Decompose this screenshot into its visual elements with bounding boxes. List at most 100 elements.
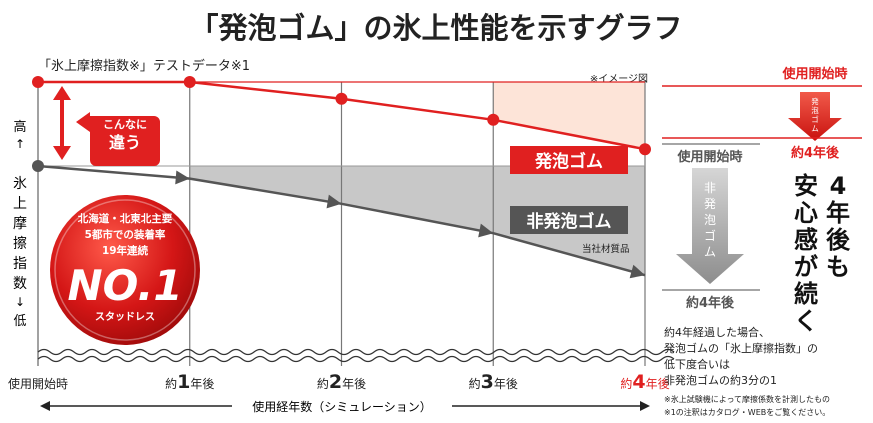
x-tick-suffix: 使用開始時 [8,376,68,391]
summary-text: 約4年経過した場合、 発泡ゴムの「氷上摩擦指数」の 低下度合いは 非発泡ゴムの約… [664,325,830,417]
non-foam-label-box [510,206,628,234]
gray-down-arrow [676,168,744,284]
relief-char: 安 [794,172,818,200]
chart-subtitle: 「氷上摩擦指数※」テストデータ※1 [38,58,250,74]
diff-note-line2: こんなに [103,118,147,131]
gray-arrow-char3: 泡 [704,213,716,227]
y-down-arrow: ↓ [15,295,25,309]
badge-sub: スタッドレス [95,311,155,323]
relief-char: 心 [794,199,818,227]
badge-circle [50,195,200,345]
fill-areas [189,82,645,276]
relief-column: 安心感が続く [794,172,818,335]
non-foam-point-arrow [478,223,494,238]
right-red-bottom-label: 約4年後 [791,145,840,161]
x-tick-label: 約3年後 [469,371,518,393]
y-axis-title: 氷上摩擦指数 [13,176,27,292]
foam-label-box [510,146,628,174]
badge-line1: 北海道・北東北主要 [78,212,173,225]
gray-decline-area [189,166,645,276]
red-down-arrow [788,92,842,141]
pink-decline-area [493,82,645,150]
summary-line3: 低下度合いは [664,357,730,371]
foam-point [487,113,500,126]
relief-char: 感 [794,226,818,254]
y-low-label: 低 [13,314,26,329]
summary-line2: 発泡ゴムの「氷上摩擦指数」の [664,341,818,355]
relief-char: 後 [826,226,851,254]
red-arrow-char1: 発 [811,97,819,106]
y-title-char: 擦 [13,235,27,252]
non-foam-label: 非発泡ゴム 当社材質品 [510,206,630,255]
right-non-foam-block: 使用開始時 非 発 泡 ゴ ム 約4年後 [662,143,760,311]
non-foam-point-arrow [629,264,645,279]
x-tick-label: 約4年後 [620,371,669,393]
diff-note-line1: 始めから [103,102,147,116]
relief-char: も [826,253,850,281]
right-gray-bottom-label: 約4年後 [686,295,735,311]
non-foam-point-arrow [175,170,190,185]
x-tick-suffix: 年後 [342,377,366,391]
relief-column: 4 年後も [826,172,851,281]
y-title-char: 上 [13,196,27,212]
footnote-1: ※氷上試験機によって摩擦係数を計測したもの [664,394,830,404]
gray-arrow-char1: 非 [704,181,716,195]
foam-point [183,76,196,88]
x-tick-labels: 使用開始時 約1年後 約2年後 約3年後 約4年後 [8,371,670,393]
badge-line2: 5都市での装着率 [85,228,166,241]
x-tick-suffix: 年後 [494,377,518,391]
y-up-arrow: ↑ [15,137,25,151]
red-arrow-char4: ム [811,124,819,133]
red-arrow-char3: ゴ [811,114,819,124]
summary-line4: 非発泡ゴムの約3分の1 [664,373,777,387]
gray-arrow-char2: 発 [704,197,716,211]
x-tick-number: 1 [177,371,190,393]
x-tick-prefix: 約 [317,376,329,391]
y-title-char: 摩 [13,215,27,232]
relief-char: 4 [830,172,847,200]
axis-break [37,348,675,363]
y-high-label: 高 [13,119,26,135]
x-tick-number: 3 [481,371,494,393]
x-tick-label: 使用開始時 [8,376,68,391]
badge-no1: NO.1 [67,261,182,310]
badge-line3: 19年連続 [102,244,149,257]
non-foam-point-arrow [326,194,342,209]
x-tick-prefix: 約 [165,376,177,391]
x-tick-label: 約2年後 [317,371,366,393]
relief-char: く [794,307,818,335]
foam-label: 発泡ゴム [510,146,628,174]
foam-point [639,143,651,156]
foam-point [335,92,348,105]
relief-char: 続 [794,280,818,308]
x-axis-title: 使用経年数（シミュレーション） [252,399,432,414]
difference-annotation: 始めから こんなに 違う [53,86,160,166]
right-foam-block: 使用開始時 発 泡 ゴ ム 約4年後 [662,66,862,161]
red-arrow-char2: 泡 [811,105,819,115]
x-tick-suffix: 年後 [190,377,214,391]
x-tick-label: 約1年後 [165,371,214,393]
relief-char: 年 [826,199,850,227]
no1-badge: 北海道・北東北主要 5都市での装着率 19年連続 NO.1 スタッドレス [50,195,200,345]
foam-point [32,76,44,88]
x-tick-number: 2 [329,371,342,393]
series-foam [32,76,651,156]
non-foam-label-text: 非発泡ゴム [527,211,612,232]
chart-title: 「発泡ゴム」の氷上性能を示すグラフ [189,11,682,45]
diff-note-line3: 違う [109,133,141,152]
x-tick-prefix: 約 [469,376,481,391]
y-title-char: 指 [13,256,27,272]
right-gray-top-label: 使用開始時 [676,149,742,165]
x-tick-number: 4 [632,371,645,393]
gray-arrow-char4: ゴ [704,228,716,243]
non-foam-note: 当社材質品 [582,243,630,255]
series-non-foam [32,160,646,279]
foam-label-text: 発泡ゴム [534,151,603,172]
y-axis-label: 高 ↑ 氷上摩擦指数 ↓ 低 [13,119,27,329]
y-title-char: 氷 [13,176,27,192]
x-axis-title-group: 使用経年数（シミュレーション） [40,399,650,414]
relief-char: が [794,253,818,281]
